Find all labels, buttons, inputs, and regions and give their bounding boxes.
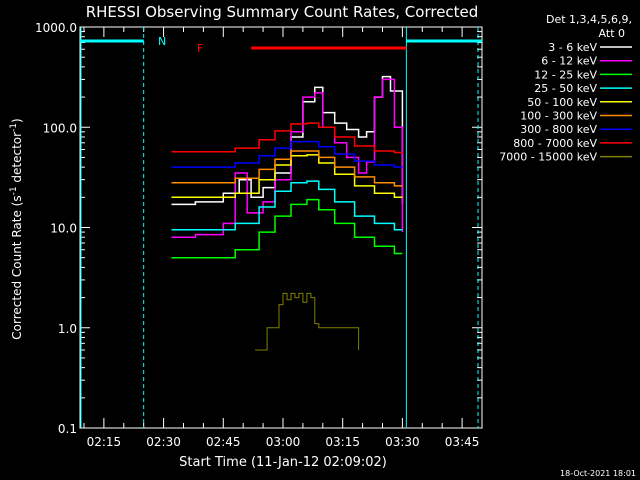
y-axis-label: Corrected Count Rate (s-1 detector-1) [9,118,24,339]
x-axis-label: Start Time (11-Jan-12 02:09:02) [179,455,387,470]
x-tick-label: 03:30 [385,435,420,449]
series-line-3 [171,198,403,259]
legend-label-5: 50 - 100 keV [527,96,597,109]
x-tick-label: 03:00 [266,435,301,449]
x-tick-label: 02:30 [146,435,181,449]
legend-header-line2: Att 0 [599,27,625,40]
timestamp: 18-Oct-2021 18:01 [560,469,636,478]
x-tick-label: 03:15 [325,435,360,449]
series-line-4 [171,180,403,231]
series-line-5 [171,154,403,199]
chart-title: RHESSI Observing Summary Count Rates, Co… [86,3,479,21]
legend-header-line1: Det 1,3,4,5,6,9, [546,13,632,26]
series-line-9 [255,292,360,351]
series-line-7 [171,140,403,168]
night-annotation: N [158,35,166,48]
x-tick-label: 02:15 [87,435,122,449]
series-line-6 [171,150,403,187]
legend-label-1: 3 - 6 keV [548,41,597,54]
x-tick-label: 03:45 [445,435,480,449]
legend-label-4: 25 - 50 keV [534,82,597,95]
x-tick-label: 02:45 [206,435,241,449]
series-line-2 [171,78,404,238]
y-tick-label: 10.0 [50,222,77,236]
y-tick-label: 100.0 [43,121,77,135]
flare-annotation: F [197,42,203,55]
legend-label-3: 12 - 25 keV [534,68,597,81]
legend-label-6: 100 - 300 keV [520,110,597,123]
legend-label-2: 6 - 12 keV [541,55,597,68]
y-tick-label: 0.1 [58,422,77,436]
legend-label-9: 7000 - 15000 keV [499,151,597,164]
legend-label-8: 800 - 7000 keV [513,137,597,150]
y-tick-label: 1.0 [58,322,77,336]
series-line-8 [171,122,404,154]
y-tick-label: 1000.0 [35,21,77,35]
legend-label-7: 300 - 800 keV [520,123,597,136]
